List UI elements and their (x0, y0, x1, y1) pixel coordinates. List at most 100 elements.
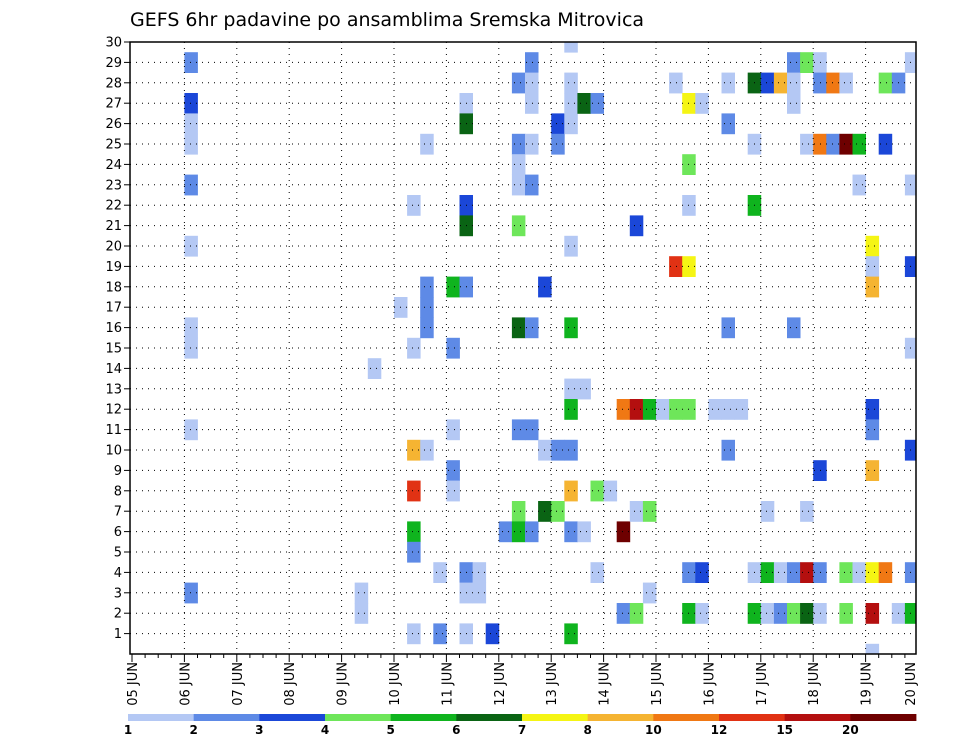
precip-cell (577, 93, 591, 114)
precip-cell (800, 501, 814, 522)
precip-cell (564, 317, 578, 339)
precip-cell (721, 439, 735, 461)
grid-lines (130, 42, 916, 654)
precip-cell (695, 603, 709, 624)
precip-cell (616, 603, 631, 624)
precip-cell (800, 562, 814, 583)
precip-cell (760, 72, 775, 94)
x-tick-label: 15 JUN (650, 662, 665, 706)
precip-cell (184, 419, 198, 441)
colorbar-label: 6 (452, 723, 460, 737)
precip-cell (852, 133, 866, 155)
y-tick-label: 6 (114, 525, 122, 540)
precip-cell (407, 337, 421, 359)
y-tick-label: 30 (105, 36, 122, 51)
precip-cell (184, 317, 198, 339)
colorbar-segment (587, 714, 654, 721)
precip-cell (642, 399, 657, 420)
precip-cell (485, 623, 500, 645)
precip-cell (787, 317, 801, 339)
precip-cell (839, 72, 853, 94)
precip-cell (878, 133, 893, 155)
x-tick-label: 16 JUN (702, 662, 717, 706)
precip-cell (564, 378, 578, 400)
precip-cell (813, 52, 827, 73)
precip-cell (773, 603, 788, 624)
precip-cell (865, 460, 880, 481)
precip-cell (551, 133, 565, 155)
precip-cell (354, 603, 369, 624)
colorbar-label: 12 (711, 723, 728, 737)
x-tick-label: 17 JUN (755, 662, 770, 706)
colorbar-label: 4 (321, 723, 329, 737)
y-tick-label: 2 (114, 607, 122, 622)
y-tick-label: 10 (105, 444, 122, 459)
precip-cell (865, 235, 880, 257)
precip-cell (446, 276, 460, 298)
x-tick-label: 08 JUN (283, 662, 298, 706)
precip-cell (407, 195, 421, 216)
precip-cell (839, 133, 853, 155)
precip-cell (511, 521, 526, 543)
y-tick-label: 24 (105, 158, 122, 173)
precip-cell (695, 562, 709, 583)
precip-cell (551, 439, 565, 461)
precip-cell (629, 501, 644, 522)
x-tick-label: 05 JUN (126, 662, 141, 706)
precip-cell (511, 419, 526, 441)
precip-cell (826, 72, 840, 94)
x-tick-label: 14 JUN (598, 662, 613, 706)
precip-cell (525, 133, 539, 155)
precip-cell (813, 460, 827, 481)
precip-cell (564, 113, 578, 135)
precip-cell (184, 174, 198, 196)
precip-cell (511, 133, 526, 155)
colorbar-segment (522, 714, 589, 721)
y-tick-label: 21 (105, 219, 122, 234)
y-tick-label: 14 (105, 362, 122, 377)
y-tick-label: 26 (105, 117, 122, 132)
x-tick-label: 19 JUN (860, 662, 875, 706)
precip-cell (669, 256, 683, 277)
precip-cell (878, 562, 893, 583)
precip-cell (184, 52, 198, 73)
precip-cell (721, 113, 735, 135)
y-tick-label: 11 (105, 423, 122, 438)
precip-cell (420, 133, 434, 155)
precip-cell (525, 93, 539, 114)
precip-cell (865, 276, 880, 298)
precip-cell (367, 358, 382, 379)
colorbar-label: 7 (518, 723, 526, 737)
y-tick-label: 7 (114, 505, 122, 520)
precip-cell (734, 399, 749, 420)
x-axis: 05 JUN 06 JUN 07 JUN 08 JUN 09 JUN 10 JUN 11 J… (126, 654, 919, 706)
colorbar-label: 20 (842, 723, 859, 737)
precip-cell (407, 480, 421, 502)
colorbar-segment (719, 714, 786, 721)
x-tick-label: 13 JUN (545, 662, 560, 706)
colorbar-segment (259, 714, 326, 721)
precip-cell (525, 174, 539, 196)
precip-cell (865, 643, 880, 655)
x-tick-label: 20 JUN (904, 662, 919, 706)
y-tick-label: 27 (105, 97, 122, 112)
precip-cell (472, 562, 487, 583)
precip-cell (184, 582, 198, 604)
precip-cell (839, 562, 853, 583)
precip-cell (590, 93, 604, 114)
x-tick-label: 07 JUN (231, 662, 246, 706)
precip-cell (184, 235, 198, 257)
y-tick-label: 9 (114, 464, 122, 479)
precip-cell (773, 562, 788, 583)
precip-cell (773, 72, 788, 94)
precip-cell (184, 133, 198, 155)
precip-cell (433, 562, 447, 583)
precip-cell (813, 562, 827, 583)
x-tick-label: 06 JUN (178, 662, 193, 706)
precip-cell (787, 603, 801, 624)
precip-cell (511, 501, 526, 522)
precip-cell (525, 72, 539, 94)
precip-cell (564, 521, 578, 543)
precip-cell (564, 439, 578, 461)
precip-cell (590, 562, 604, 583)
